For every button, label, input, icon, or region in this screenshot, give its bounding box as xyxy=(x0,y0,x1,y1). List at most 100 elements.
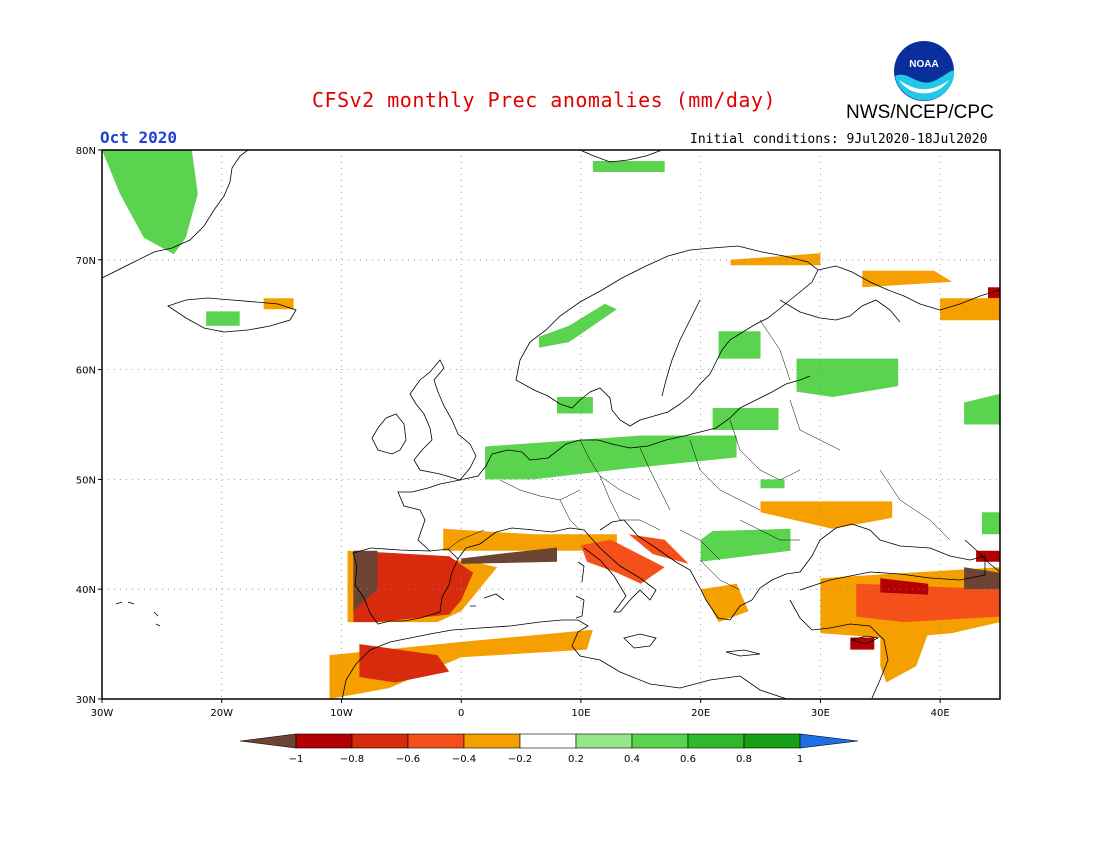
anomaly-region xyxy=(964,567,1000,590)
anomaly-region xyxy=(862,270,953,288)
lon-tick-label: 20W xyxy=(210,708,233,719)
colorbar-arrow-low xyxy=(239,733,297,749)
island-corsica-sardinia xyxy=(575,561,585,619)
coastline-greenland xyxy=(102,150,249,279)
anomaly-region xyxy=(353,550,474,623)
anomaly-region xyxy=(700,528,791,562)
coastline-baltic xyxy=(629,375,811,449)
anomaly-region xyxy=(539,303,617,348)
forecast-month: Oct 2020 xyxy=(100,128,178,147)
island-balearic xyxy=(470,593,505,607)
lat-tick-label: 70N xyxy=(76,256,96,267)
agency-label: NWS/NCEP/CPC xyxy=(846,102,994,123)
initial-conditions: Initial conditions: 9Jul2020-18Jul2020 xyxy=(690,132,988,147)
map-frame xyxy=(101,149,1001,700)
colorbar-arrow-high xyxy=(799,733,859,749)
coastline-svalbard xyxy=(579,150,663,163)
colorbar-swatch xyxy=(631,733,689,749)
coastline-north-africa xyxy=(341,619,789,699)
borders-layer xyxy=(447,319,951,591)
coastline-bothnia xyxy=(661,299,701,397)
lon-tick-label: 40E xyxy=(931,708,950,719)
lat-tick-label: 30N xyxy=(76,695,96,706)
noaa-logo: NOAA xyxy=(894,41,954,101)
anomaly-region xyxy=(461,547,557,564)
anomaly-region xyxy=(206,311,240,326)
colorbar-swatch xyxy=(463,733,521,749)
coastline-ireland xyxy=(371,413,407,455)
anomaly-region xyxy=(880,633,929,683)
lat-tick-label: 40N xyxy=(76,585,96,596)
anomaly-region xyxy=(580,539,665,584)
anomaly-region xyxy=(730,253,821,266)
coastline-france xyxy=(397,439,631,552)
anomaly-region xyxy=(982,512,1000,535)
anomaly-layer xyxy=(102,150,1000,699)
anomaly-region xyxy=(988,287,1000,299)
lon-tick-label: 10E xyxy=(571,708,590,719)
map-title: CFSv2 monthly Prec anomalies (mm/day) xyxy=(312,88,777,112)
colorbar-label: −0.4 xyxy=(452,754,476,765)
colorbar-swatch xyxy=(575,733,633,749)
colorbar-label: −1 xyxy=(289,754,304,765)
lat-tick-label: 50N xyxy=(76,475,96,486)
lon-tick-label: 10W xyxy=(330,708,353,719)
lon-tick-label: 0 xyxy=(458,708,464,719)
anomaly-region xyxy=(880,578,929,595)
colorbar-label: −0.8 xyxy=(340,754,364,765)
anomaly-region xyxy=(976,550,1000,562)
colorbar-label: 0.6 xyxy=(680,754,696,765)
anomaly-region xyxy=(856,583,1000,623)
colorbar-label: −0.2 xyxy=(508,754,532,765)
anomaly-region xyxy=(359,644,450,683)
coastline-balkans xyxy=(599,519,801,621)
coastline-scandinavia xyxy=(515,245,819,427)
island-cyprus xyxy=(850,635,880,645)
colorbar-swatch xyxy=(743,733,801,749)
coastline-black-sea xyxy=(799,523,986,591)
island-sicily xyxy=(623,633,657,649)
anomaly-region xyxy=(485,435,737,480)
anomaly-region xyxy=(796,358,899,397)
anomaly-region xyxy=(102,150,198,255)
anomaly-region xyxy=(760,501,893,529)
colorbar-swatch xyxy=(687,733,745,749)
coastline-britain xyxy=(409,359,477,481)
colorbar: −1 −0.8 −0.6 −0.4 −0.2 0.2 0.4 0.6 0.8 1 xyxy=(239,733,859,765)
colorbar-swatch xyxy=(519,733,577,749)
coastline-layer xyxy=(102,150,1000,699)
coastline-iceland xyxy=(167,297,297,333)
island-azores xyxy=(115,601,161,627)
anomaly-region xyxy=(628,534,689,564)
colorbar-swatch xyxy=(295,733,353,749)
coastline-turkey xyxy=(789,599,889,699)
colorbar-label: 0.2 xyxy=(568,754,584,765)
anomaly-region xyxy=(718,331,761,359)
anomaly-region xyxy=(443,528,617,551)
lon-tick-label: 20E xyxy=(691,708,710,719)
colorbar-label: 0.4 xyxy=(624,754,640,765)
tick-labels: 30W 20W 10W 0 10E 20E 30E 40E 30N 40N 50N 60N 70N 80N xyxy=(76,146,950,719)
anomaly-region xyxy=(940,298,1000,321)
colorbar-label: −0.6 xyxy=(396,754,420,765)
lat-tick-label: 60N xyxy=(76,366,96,377)
colorbar-label: 0.8 xyxy=(736,754,752,765)
colorbar-label: 1 xyxy=(797,754,803,765)
anomaly-region xyxy=(592,161,665,172)
anomaly-region xyxy=(850,637,875,650)
lon-tick-label: 30E xyxy=(811,708,830,719)
coastline-caspian xyxy=(964,539,1000,573)
anomaly-region xyxy=(760,479,785,489)
lon-tick-label: 30W xyxy=(91,708,114,719)
border-lines xyxy=(447,319,951,591)
colorbar-swatch xyxy=(407,733,465,749)
coastline-med-france xyxy=(457,527,657,613)
anomaly-region xyxy=(964,393,1000,425)
coastline-white-sea xyxy=(779,299,901,323)
colorbar-swatch xyxy=(351,733,409,749)
anomaly-region xyxy=(712,408,779,430)
anomaly-region xyxy=(353,550,378,612)
noaa-logo-text: NOAA xyxy=(909,59,938,70)
lat-tick-label: 80N xyxy=(76,146,96,157)
